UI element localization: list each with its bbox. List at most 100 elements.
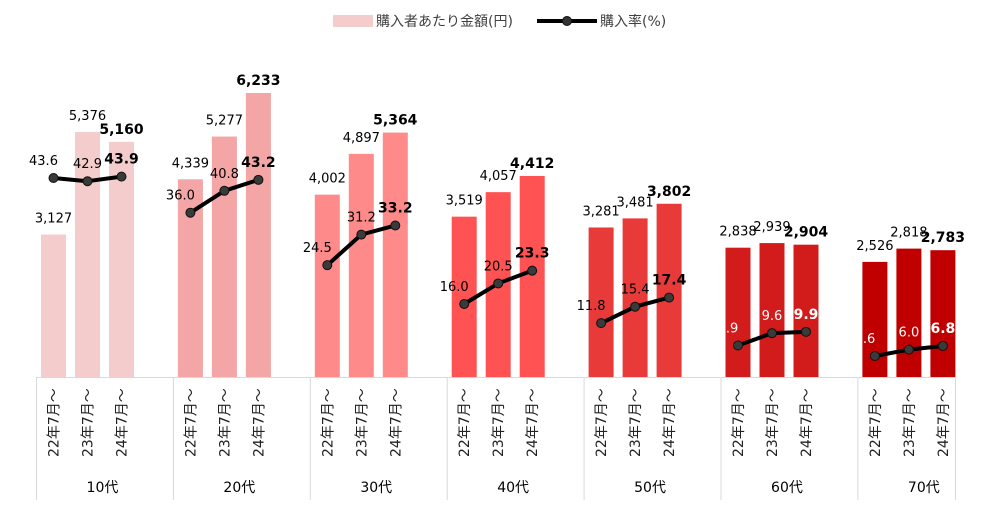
x-tick-label: 23年7月～ [902, 388, 918, 457]
group-label: 70代 [908, 480, 940, 496]
legend-line-marker [562, 16, 572, 26]
x-tick-label: 23年7月～ [81, 388, 97, 457]
bar-value-label: 4,057 [480, 169, 517, 184]
rate-value-label: 9.9 [794, 307, 819, 323]
bar-value-label: 4,412 [510, 156, 554, 172]
bar-value-label: 4,002 [309, 172, 346, 187]
rate-value-label: 17.4 [652, 273, 687, 289]
rate-value-label: 20.5 [484, 259, 513, 274]
rate-marker [664, 292, 675, 303]
rate-marker [733, 340, 743, 351]
rate-value-label: 33.2 [378, 200, 413, 216]
x-tick-label: 24年7月～ [251, 388, 267, 457]
x-tick-label: 23年7月～ [354, 388, 370, 457]
rate-value-label: 16.0 [440, 280, 469, 295]
bar-50代-1 [622, 218, 648, 377]
rate-marker [937, 340, 948, 351]
bar-value-label: 5,376 [69, 109, 106, 124]
bar-50代-0 [588, 227, 614, 377]
rate-marker [596, 318, 607, 329]
bar-value-label: 2,818 [890, 226, 927, 241]
rate-value-label: 43.9 [104, 152, 139, 168]
rate-value-label: 24.5 [303, 241, 332, 256]
x-tick-label: 23年7月～ [628, 388, 644, 457]
legend-line-label: 購入率(%) [600, 13, 666, 30]
legend-bar-swatch [333, 15, 373, 27]
bar-20代-2 [245, 93, 271, 377]
bar-60代-1 [759, 243, 785, 377]
rate-marker [48, 173, 59, 184]
rate-marker [253, 174, 264, 185]
bar-value-label: 2,526 [856, 239, 893, 254]
x-tick-label: 24年7月～ [115, 388, 131, 457]
bar-60代-0 [725, 247, 751, 377]
x-tick-label: 22年7月～ [731, 388, 747, 457]
rate-marker [767, 328, 777, 339]
x-tick-label: 22年7月～ [320, 388, 336, 457]
bar-30代-1 [348, 153, 374, 377]
bar-40代-2 [519, 175, 545, 377]
bar-50代-2 [656, 203, 682, 377]
rate-marker [630, 301, 641, 312]
bar-70代-1 [896, 248, 922, 377]
bar-value-label: 5,277 [206, 114, 243, 129]
rate-value-label: 6.9 [718, 322, 739, 337]
rate-value-label: 6.8 [930, 321, 955, 337]
group-label: 10代 [87, 480, 119, 496]
bar-70代-2 [930, 250, 956, 377]
rate-marker [869, 351, 880, 362]
rate-value-label: 43.2 [241, 155, 276, 171]
rate-value-label: 43.6 [29, 154, 58, 169]
rate-value-label: 31.2 [347, 211, 376, 226]
x-tick-label: 23年7月～ [491, 388, 507, 457]
rate-value-label: 23.3 [515, 246, 550, 262]
rate-marker [322, 260, 333, 271]
rate-marker [903, 344, 914, 355]
x-tick-label: 22年7月～ [47, 388, 63, 457]
rate-value-label: 42.9 [73, 157, 102, 172]
rate-marker [801, 326, 811, 337]
bar-30代-0 [314, 194, 340, 377]
x-tick-label: 23年7月～ [765, 388, 781, 457]
bar-value-label: 6,233 [236, 73, 280, 89]
group-label: 50代 [634, 480, 666, 496]
bar-value-label: 5,364 [373, 113, 418, 129]
x-tick-label: 24年7月～ [799, 388, 815, 457]
rate-marker [82, 176, 93, 187]
bar-value-label: 3,281 [582, 205, 619, 220]
bar-value-label: 4,339 [172, 156, 209, 171]
rate-marker [116, 171, 127, 182]
x-tick-label: 22年7月～ [457, 388, 473, 457]
bar-value-label: 2,904 [784, 225, 829, 241]
bar-value-label: 3,481 [616, 195, 653, 210]
rate-value-label: 9.6 [762, 309, 783, 324]
rate-value-label: 6.0 [899, 326, 920, 341]
bar-20代-1 [211, 136, 237, 377]
legend: 購入者あたり金額(円) 購入率(%) [333, 13, 666, 30]
x-tick-label: 24年7月～ [936, 388, 952, 457]
x-tick-label: 24年7月～ [662, 388, 678, 457]
rate-marker [459, 298, 470, 309]
x-tick-label: 22年7月～ [868, 388, 884, 457]
bar-10代-0 [41, 234, 66, 377]
bar-value-label: 2,783 [921, 230, 965, 246]
bar-value-label: 4,897 [343, 131, 380, 146]
bar-value-label: 3,519 [446, 194, 483, 209]
bar-value-label: 3,802 [647, 184, 691, 200]
bar-30代-2 [382, 132, 408, 377]
bar-60代-2 [793, 244, 819, 377]
rate-marker [356, 229, 367, 240]
rate-value-label: 36.0 [166, 189, 195, 204]
x-tick-label: 22年7月～ [594, 388, 610, 457]
group-label: 30代 [360, 480, 392, 496]
rate-value-label: 15.4 [621, 283, 650, 298]
rate-marker [390, 220, 401, 231]
x-tick-label: 24年7月～ [525, 388, 541, 457]
rate-marker [527, 265, 538, 276]
bar-value-label: 5,160 [99, 122, 144, 138]
rate-value-label: 40.8 [210, 167, 239, 182]
bar-value-label: 2,939 [753, 220, 790, 235]
rate-value-label: 4.6 [855, 332, 876, 347]
